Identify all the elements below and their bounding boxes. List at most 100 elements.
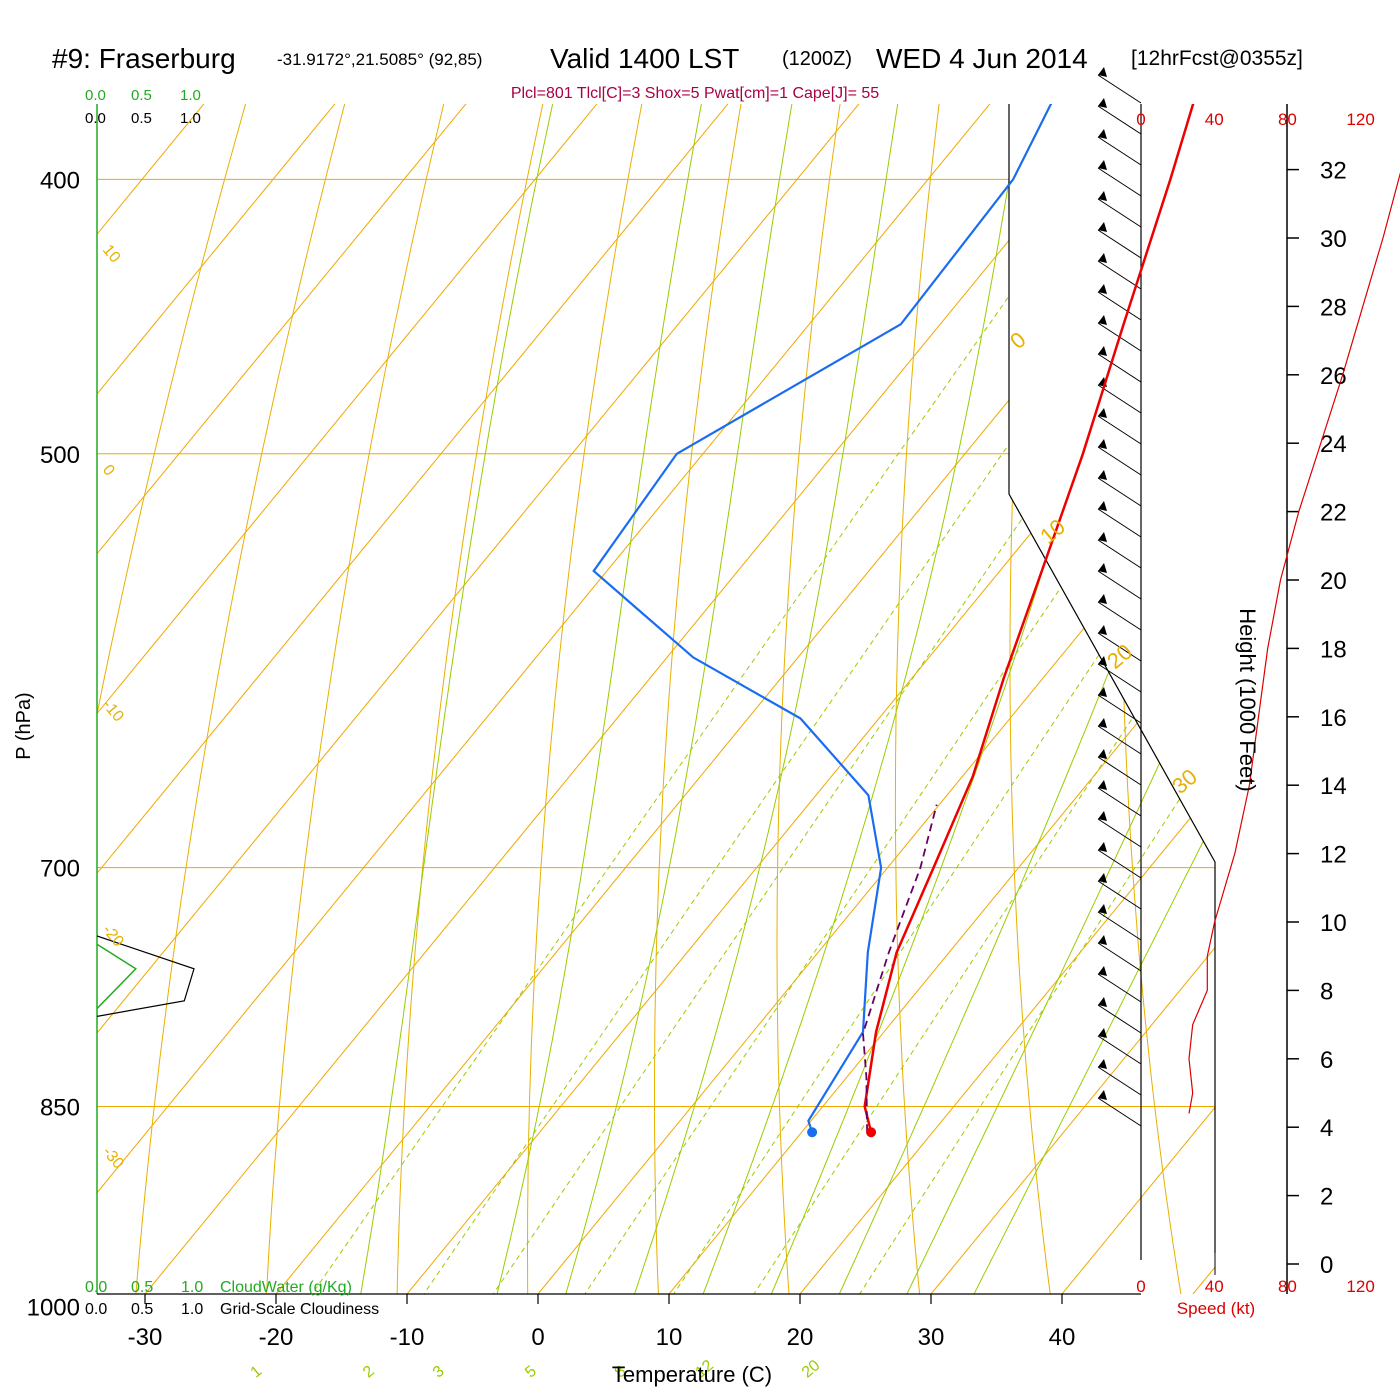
dry-adiabat xyxy=(265,104,445,1294)
wind-barb-flag xyxy=(1098,98,1107,108)
parcel-profile xyxy=(862,804,938,1133)
height-tick-0: 0 xyxy=(1320,1252,1333,1279)
wind-barb-flag xyxy=(1098,935,1107,945)
wind-barb-staff xyxy=(1097,942,1142,972)
height-tick-12: 12 xyxy=(1320,842,1347,869)
wind-barb xyxy=(1097,904,1142,941)
wind-barb xyxy=(1097,780,1142,817)
wind-barb xyxy=(1097,470,1142,507)
moist-adiabat xyxy=(496,104,702,1294)
wind-speed-line xyxy=(1188,172,1400,1114)
forecast-info: [12hrFcst@0355z] xyxy=(1131,47,1303,70)
cloudwater-scale-top-1: 0.5 xyxy=(131,87,152,104)
wind-barb xyxy=(1097,129,1142,166)
wind-barb-staff xyxy=(1097,136,1142,166)
wind-barb xyxy=(1097,501,1142,538)
cloudiness-scale-top-0: 0.0 xyxy=(85,110,106,127)
x-tick--30: -30 xyxy=(128,1324,163,1351)
wind-barb-staff xyxy=(1097,694,1142,724)
wind-barb-staff xyxy=(1097,260,1142,290)
cloudiness-scale-bottom-1: 0.5 xyxy=(131,1301,153,1318)
wind-barb-flag xyxy=(1098,997,1107,1007)
mixing-ratio-line xyxy=(492,237,1215,1294)
cloudiness-legend-label: Grid-Scale Cloudiness xyxy=(220,1301,379,1318)
wind-barb-flag xyxy=(1098,67,1107,77)
wind-barb xyxy=(1097,935,1142,972)
isotherm-line xyxy=(97,104,991,1194)
isotherm-line xyxy=(97,104,205,236)
wind-barb-staff xyxy=(1097,787,1142,817)
wind-barb-staff xyxy=(1097,849,1142,879)
wind-barb-flag xyxy=(1098,470,1107,480)
mixing-ratio-label-1: 1 xyxy=(248,1363,266,1382)
height-tick-32: 32 xyxy=(1320,158,1347,185)
cloudiness-scale-bottom-2: 1.0 xyxy=(181,1301,203,1318)
wind-barb-staff xyxy=(1097,663,1142,693)
wind-barb-flag xyxy=(1098,780,1107,790)
mixing-ratio-label-20: 20 xyxy=(799,1357,824,1382)
wind-barb xyxy=(1097,346,1142,383)
wind-barb-staff xyxy=(1097,1004,1142,1034)
wind-barb xyxy=(1097,1028,1142,1065)
wind-barb-staff xyxy=(1097,973,1142,1003)
pressure-tick-700: 700 xyxy=(40,856,80,883)
wind-barb-flag xyxy=(1098,842,1107,852)
mixing-ratio-line xyxy=(423,179,1194,1294)
dry-adiabat-label-3: -20 xyxy=(99,922,127,951)
wind-barb-flag xyxy=(1098,191,1107,201)
surface-dewpoint-marker xyxy=(807,1127,818,1138)
wind-barb-staff xyxy=(1097,632,1142,662)
mixing-ratio-line xyxy=(311,179,1092,1294)
x-axis-label: Temperature (C) xyxy=(612,1362,772,1387)
cloudwater-scale-top-2: 1.0 xyxy=(180,87,201,104)
profiles xyxy=(97,104,1195,1138)
wind-barb-staff xyxy=(1097,570,1142,600)
height-tick-22: 22 xyxy=(1320,500,1347,527)
dry-adiabat xyxy=(894,104,940,1294)
pressure-tick-850: 850 xyxy=(40,1094,80,1121)
wind-barb-flag xyxy=(1098,284,1107,294)
station-coords: -31.9172°,21.5085° (92,85) xyxy=(277,50,482,69)
wind-barb-flag xyxy=(1098,1028,1107,1038)
wind-barb xyxy=(1097,191,1142,228)
labels: 2503004005007008501000123581220100-10-20… xyxy=(27,110,1400,1382)
cloudwater-scale-bottom-0: 0.0 xyxy=(85,1279,107,1296)
valid-date: WED 4 Jun 2014 xyxy=(876,43,1088,74)
wind-barb xyxy=(1097,997,1142,1034)
wind-barb-flag xyxy=(1098,346,1107,356)
wind-barb-staff xyxy=(1097,291,1142,321)
x-tick--20: -20 xyxy=(259,1324,294,1351)
isotherm-line xyxy=(97,104,467,555)
wind-barb-flag xyxy=(1098,687,1107,697)
wind-barb-flag xyxy=(1098,966,1107,976)
wind-barb-staff xyxy=(1097,725,1142,755)
wind-barb-staff xyxy=(1097,1035,1142,1065)
x-tick-10: 10 xyxy=(656,1324,683,1351)
station-title: #9: Fraserburg xyxy=(52,43,236,74)
speed-tick-top-40: 40 xyxy=(1205,110,1224,129)
isotherm-line xyxy=(406,307,1215,1294)
wind-barb-flag xyxy=(1098,315,1107,325)
wind-barb-flag xyxy=(1098,160,1107,170)
dry-adiabat-label-0: 10 xyxy=(99,242,124,267)
dry-adiabat-label-2: -10 xyxy=(99,697,127,726)
mixing-ratio-label-3: 3 xyxy=(430,1363,448,1382)
wind-barb-staff xyxy=(1097,353,1142,383)
wind-barb-flag xyxy=(1098,253,1107,263)
wind-barb-staff xyxy=(1097,601,1142,631)
cloudwater-legend-label: CloudWater (g/Kg) xyxy=(220,1279,352,1296)
wind-barb-staff xyxy=(1097,167,1142,197)
wind-barb xyxy=(1097,160,1142,197)
cloudiness-scale-bottom-0: 0.0 xyxy=(85,1301,107,1318)
wind-barb xyxy=(1097,222,1142,259)
wind-barb-staff xyxy=(1097,880,1142,910)
speed-tick-top-0: 0 xyxy=(1136,110,1145,129)
pressure-tick-1000: 1000 xyxy=(27,1294,80,1321)
cloudwater-profile xyxy=(97,943,137,1010)
isotherm-line xyxy=(97,104,336,395)
dry-adiabat xyxy=(654,104,742,1294)
wind-barb-flag xyxy=(1098,563,1107,573)
speed-axis-label: Speed (kt) xyxy=(1177,1299,1255,1318)
cloudwater-scale-bottom-1: 0.5 xyxy=(131,1279,153,1296)
